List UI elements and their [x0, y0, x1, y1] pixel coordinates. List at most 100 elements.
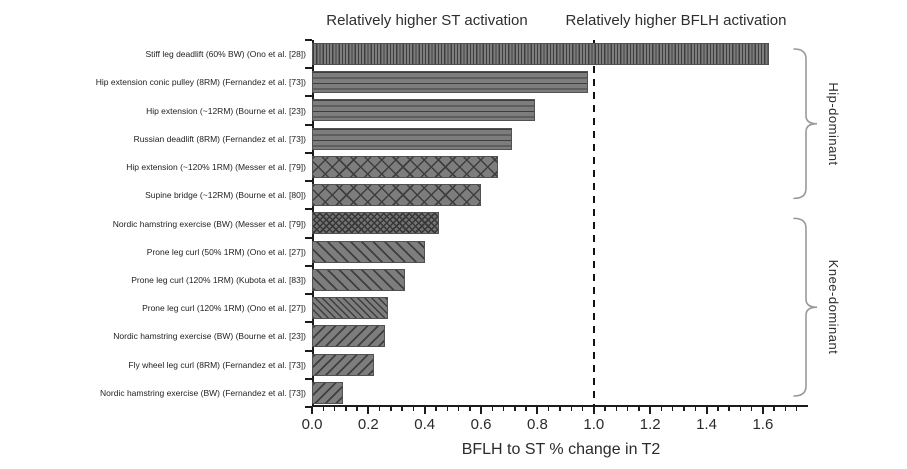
x-axis-minor-tick: [626, 407, 629, 411]
bar-11: [312, 353, 374, 376]
category-label: Nordic hamstring exercise (BW) (Messer e…: [112, 218, 306, 229]
x-axis-major-tick: [367, 407, 370, 414]
x-axis-minor-tick: [750, 407, 753, 411]
bar-0: [312, 43, 769, 65]
category-label: Hip extension (~120% 1RM) (Messer et al.…: [126, 162, 306, 173]
x-axis-major-tick: [423, 407, 426, 414]
annotation-higher-bflh-activation: Relatively higher BFLH activation: [565, 12, 787, 29]
x-axis-minor-tick: [390, 407, 392, 411]
category-label: Nordic hamstring exercise (BW) (Fernande…: [100, 387, 306, 398]
x-axis-minor-tick: [717, 407, 719, 411]
x-axis-tick-label: 0.8: [527, 416, 548, 433]
x-axis-minor-tick: [547, 407, 550, 411]
y-axis-tick: [305, 321, 312, 324]
x-axis-minor-tick: [514, 407, 516, 411]
x-axis-minor-tick: [412, 407, 415, 411]
x-axis-minor-tick: [581, 407, 584, 411]
x-axis-major-tick: [649, 407, 652, 414]
y-axis-tick: [305, 293, 312, 296]
x-axis-major-tick: [705, 407, 708, 414]
x-axis-minor-tick: [728, 407, 730, 411]
x-axis-major-tick: [761, 407, 764, 414]
y-axis-tick: [305, 180, 312, 183]
y-axis-tick: [305, 349, 312, 352]
group-label-hip-dominant: Hip-dominant: [826, 82, 841, 166]
x-axis-tick-label: 0.2: [357, 416, 379, 433]
y-axis-tick: [305, 406, 312, 408]
bar-4: [312, 155, 498, 178]
x-axis-minor-tick: [559, 407, 561, 411]
category-label: Prone leg curl (120% 1RM) (Kubota et al.…: [131, 274, 306, 285]
x-axis-minor-tick: [469, 407, 471, 411]
y-axis-tick: [305, 208, 312, 211]
x-axis-major-tick: [592, 407, 595, 414]
x-axis-minor-tick: [784, 407, 787, 411]
x-axis-tick-label: 1.2: [639, 416, 661, 433]
group-label-knee-dominant: Knee-dominant: [826, 259, 841, 355]
bar-5: [312, 184, 482, 207]
category-label: Russian deadlift (8RM) (Fernandez et al.…: [133, 133, 306, 144]
x-axis-tick-label: 0.4: [414, 416, 436, 433]
x-axis-minor-tick: [378, 407, 381, 411]
bar-2: [312, 99, 535, 122]
category-label: Stiff leg deadlift (60% BW) (Ono et al. …: [145, 49, 306, 60]
bar-6: [312, 212, 439, 235]
x-axis-tick-label: 1.4: [696, 416, 717, 433]
bar-9: [312, 297, 389, 320]
category-label: Fly wheel leg curl (8RM) (Fernandez et a…: [128, 359, 306, 370]
category-label: Hip extension (~12RM) (Bourne et al. [23…: [146, 105, 306, 116]
x-axis-minor-tick: [694, 407, 697, 411]
category-label: Supine bridge (~12RM) (Bourne et al. [80…: [145, 190, 306, 201]
y-axis-tick: [305, 151, 312, 154]
x-axis-minor-tick: [356, 407, 358, 411]
category-label: Prone leg curl (120% 1RM) (Ono et al. [2…: [142, 303, 306, 314]
x-axis-tick-label: 0.0: [301, 416, 323, 433]
annotation-higher-st-activation: Relatively higher ST activation: [326, 12, 528, 29]
x-axis-minor-tick: [491, 407, 494, 411]
bar-3: [312, 127, 513, 150]
x-axis-minor-tick: [525, 407, 527, 411]
y-axis-tick: [305, 377, 312, 380]
x-axis-minor-tick: [401, 407, 403, 411]
y-axis-tick: [305, 123, 312, 126]
x-axis-minor-tick: [638, 407, 640, 411]
bar-10: [312, 325, 386, 348]
x-axis-major-tick: [311, 407, 313, 414]
bar-8: [312, 268, 405, 291]
x-axis-minor-tick: [333, 407, 336, 411]
y-axis-tick: [305, 39, 312, 41]
category-label: Hip extension conic pulley (8RM) (Fernan…: [95, 77, 306, 88]
x-axis-tick-label: 1.6: [752, 416, 774, 433]
x-axis-minor-tick: [502, 407, 505, 411]
y-axis-tick: [305, 264, 312, 267]
y-axis-tick: [305, 95, 312, 98]
x-axis-minor-tick: [683, 407, 685, 411]
y-axis-tick: [305, 67, 312, 70]
x-axis-minor-tick: [615, 407, 618, 411]
x-axis-tick-label: 0.6: [470, 416, 492, 433]
x-axis-minor-tick: [457, 407, 460, 411]
x-axis-minor-tick: [435, 407, 437, 411]
bar-12: [312, 381, 343, 404]
x-axis-minor-tick: [660, 407, 663, 411]
category-label: Nordic hamstring exercise (BW) (Bourne e…: [113, 331, 306, 342]
x-axis-minor-tick: [773, 407, 775, 411]
x-axis-minor-tick: [570, 407, 573, 411]
x-axis-label: BFLH to ST % change in T2: [461, 441, 661, 458]
x-axis-major-tick: [536, 407, 539, 414]
bar-7: [312, 240, 425, 263]
x-axis-minor-tick: [671, 407, 674, 411]
x-axis-minor-tick: [345, 407, 347, 411]
x-axis-minor-tick: [795, 407, 798, 411]
y-axis-tick: [305, 236, 312, 239]
x-axis-minor-tick: [739, 407, 742, 411]
x-axis-major-tick: [480, 407, 483, 414]
category-label: Prone leg curl (50% 1RM) (Ono et al. [27…: [146, 246, 306, 257]
bar-1: [312, 71, 589, 94]
x-axis-minor-tick: [446, 407, 449, 411]
x-axis-tick-label: 1.0: [583, 416, 605, 433]
reference-dashed-line: [592, 40, 596, 406]
x-axis-minor-tick: [604, 407, 606, 411]
x-axis-minor-tick: [322, 407, 325, 411]
